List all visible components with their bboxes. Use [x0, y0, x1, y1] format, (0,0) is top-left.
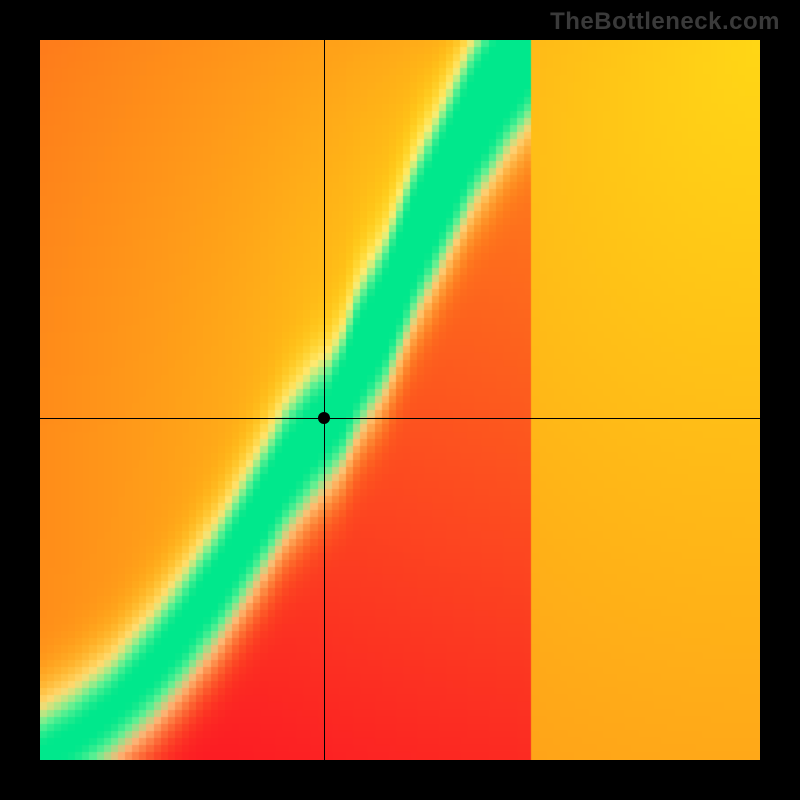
watermark-text: TheBottleneck.com	[550, 8, 780, 36]
crosshair-vertical	[324, 40, 325, 760]
bottleneck-heatmap	[40, 40, 760, 760]
marker-dot	[318, 412, 330, 424]
heatmap-canvas	[40, 40, 760, 760]
crosshair-horizontal	[40, 418, 760, 419]
